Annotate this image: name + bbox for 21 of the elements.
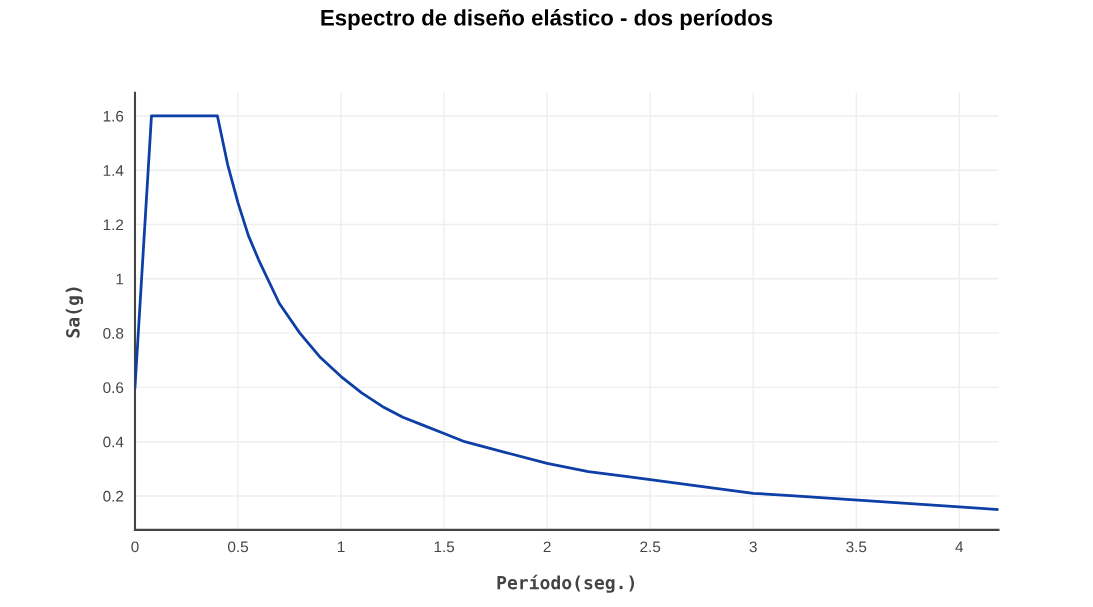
x-tick-label: 3.5 xyxy=(846,541,867,553)
y-axis-title: Sa(g) xyxy=(65,287,84,338)
y-tick-label: 1.2 xyxy=(103,219,124,231)
line-series xyxy=(134,114,999,511)
y-tick-label: 1.4 xyxy=(103,165,124,176)
x-tick-label: 1.5 xyxy=(434,541,455,553)
x-tick-label: 4 xyxy=(955,541,964,553)
y-tick-label: 0.2 xyxy=(103,490,124,502)
y-tick-label: 0.8 xyxy=(103,327,124,339)
y-tick-label: 0.4 xyxy=(103,436,124,448)
x-tick-label: 0.5 xyxy=(228,541,248,553)
y-tick-label: 1.6 xyxy=(103,110,124,122)
y-tick-label: 1 xyxy=(116,273,124,285)
x-tick-label: 2.5 xyxy=(640,541,661,553)
x-tick-label: 1 xyxy=(337,541,345,553)
x-axis-title: Período(seg.) xyxy=(497,574,634,593)
x-tick-label: 0 xyxy=(131,541,139,553)
chart-title: Espectro de diseño elástico - dos períodos xyxy=(321,9,773,31)
x-tick-label: 2 xyxy=(543,541,551,553)
y-tick-label: 0.6 xyxy=(103,382,124,394)
x-tick-label: 3 xyxy=(749,541,757,553)
